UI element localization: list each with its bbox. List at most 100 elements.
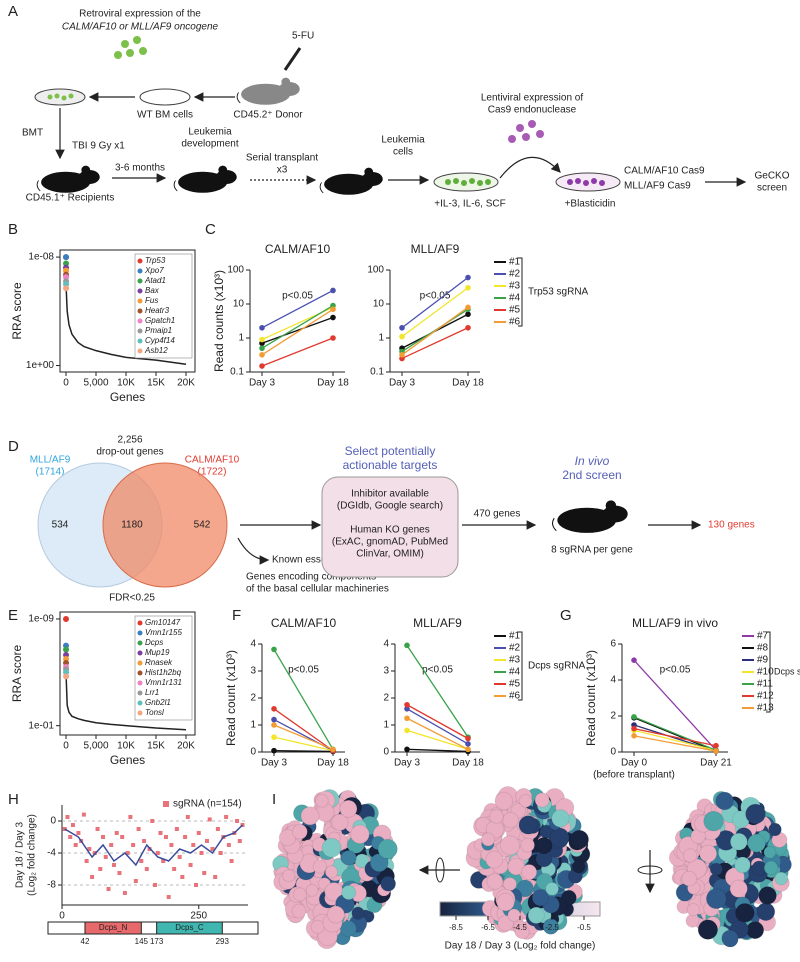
legend-label: #4: [509, 667, 521, 678]
tick-label: -6.5: [481, 923, 495, 932]
series-line: [406, 708, 469, 745]
y-tick-label: 0: [610, 747, 616, 758]
sgrna-point: [142, 839, 147, 843]
point: [465, 735, 471, 742]
point: [465, 274, 471, 281]
point: [404, 642, 410, 649]
trend-line: [64, 824, 244, 867]
y-tick-label: 6: [610, 639, 616, 650]
surface: [729, 832, 748, 851]
panel-a: A Retroviral expression of the CALM/AF10…: [8, 3, 790, 210]
point: [259, 363, 265, 369]
y-tick-label: 100: [367, 265, 384, 276]
y-axis-label: RRA score: [10, 282, 24, 340]
axis: [621, 644, 728, 753]
series-line: [406, 644, 469, 738]
point: [259, 324, 265, 331]
sgrna-point: [174, 827, 179, 831]
label: WT BM cells: [137, 110, 193, 121]
label: MLL/AF9: [30, 455, 71, 466]
x-tick-label: Day 3: [261, 758, 288, 769]
legend-bracket: [518, 631, 523, 701]
y-tick-label: -4: [47, 848, 56, 859]
legend-label: Lrr1: [145, 688, 159, 697]
legend-label: #8: [757, 643, 769, 654]
legend-label: Hist1h2bq: [145, 668, 182, 677]
surface: [377, 838, 398, 860]
y-tick-label: 3: [250, 666, 256, 677]
label: Genes encoding components: [246, 572, 376, 583]
domain-end: 145: [135, 937, 149, 946]
y-tick-label: 3: [383, 666, 389, 677]
label: 8 sgRNA per gene: [551, 545, 633, 556]
series-line: [273, 708, 334, 752]
series-line: [401, 287, 469, 338]
y-tick-label: 1e+00: [26, 360, 55, 371]
surface: [545, 881, 560, 896]
surface: [314, 793, 329, 808]
label: Inhibitor available: [351, 489, 429, 500]
domain: [156, 921, 223, 935]
legend-label: Bax: [145, 286, 160, 295]
legend-marker: [137, 630, 143, 636]
legend-label: Mup19: [145, 648, 170, 657]
mouse: [236, 77, 301, 106]
mouse: [173, 165, 238, 194]
surface: [369, 853, 389, 873]
sgrna-point: [177, 855, 182, 859]
legend-marker: [137, 338, 143, 344]
sgrna-point: [188, 863, 193, 867]
point: [259, 336, 265, 343]
point: [259, 352, 265, 358]
x-tick-label: Day 18: [317, 378, 349, 389]
sgrna-point: [65, 815, 70, 819]
legend-title: Dcps sgRNA: [774, 666, 800, 676]
label: +Blasticidin: [565, 199, 616, 210]
legend-label: Gm10147: [145, 618, 181, 627]
label: Leukemia: [188, 127, 232, 138]
series-line: [401, 327, 469, 360]
point: [271, 716, 277, 723]
surface: [351, 906, 365, 920]
point: [404, 706, 410, 712]
label: drop-out genes: [96, 447, 163, 458]
surface: [709, 862, 723, 876]
surface: [697, 919, 719, 940]
y-tick-label: 10: [233, 299, 245, 310]
legend-box: [134, 615, 193, 721]
sgrna-point: [139, 859, 144, 863]
surface: [703, 810, 724, 832]
count: 534: [52, 520, 69, 531]
sgrna-point: [199, 851, 204, 855]
x-tick-label: Day 18: [452, 758, 484, 769]
surface: [321, 837, 342, 858]
sgrna-point: [120, 835, 125, 839]
series-line: [261, 304, 334, 349]
legend-label: Atad1: [144, 276, 166, 285]
surface: [499, 835, 521, 856]
series-line: [401, 277, 469, 329]
rotation: [637, 865, 663, 875]
sgrna-point: [81, 812, 86, 817]
surface: [339, 920, 357, 938]
legend-marker: [137, 650, 143, 656]
label: x3: [277, 165, 288, 176]
x-tick-label: Day 0: [621, 758, 648, 769]
legend-label: Asb12: [144, 346, 168, 355]
sgrna-point: [158, 831, 163, 835]
surface: [485, 850, 504, 869]
legend-label: #5: [509, 305, 521, 316]
legend-marker: [137, 268, 143, 274]
point: [330, 287, 336, 294]
sgrna-point: [210, 847, 215, 851]
surface: [734, 856, 751, 874]
chart-title: MLL/AF9: [413, 616, 462, 630]
surface: [734, 902, 755, 923]
domain-start: 42: [81, 937, 90, 946]
sgrna-point: [101, 835, 106, 839]
domain-start: 173: [150, 937, 164, 946]
series-line: [261, 316, 334, 344]
panel-label: E: [8, 607, 18, 624]
legend-label: Heatr3: [145, 306, 170, 315]
sgrna-point: [224, 815, 229, 819]
